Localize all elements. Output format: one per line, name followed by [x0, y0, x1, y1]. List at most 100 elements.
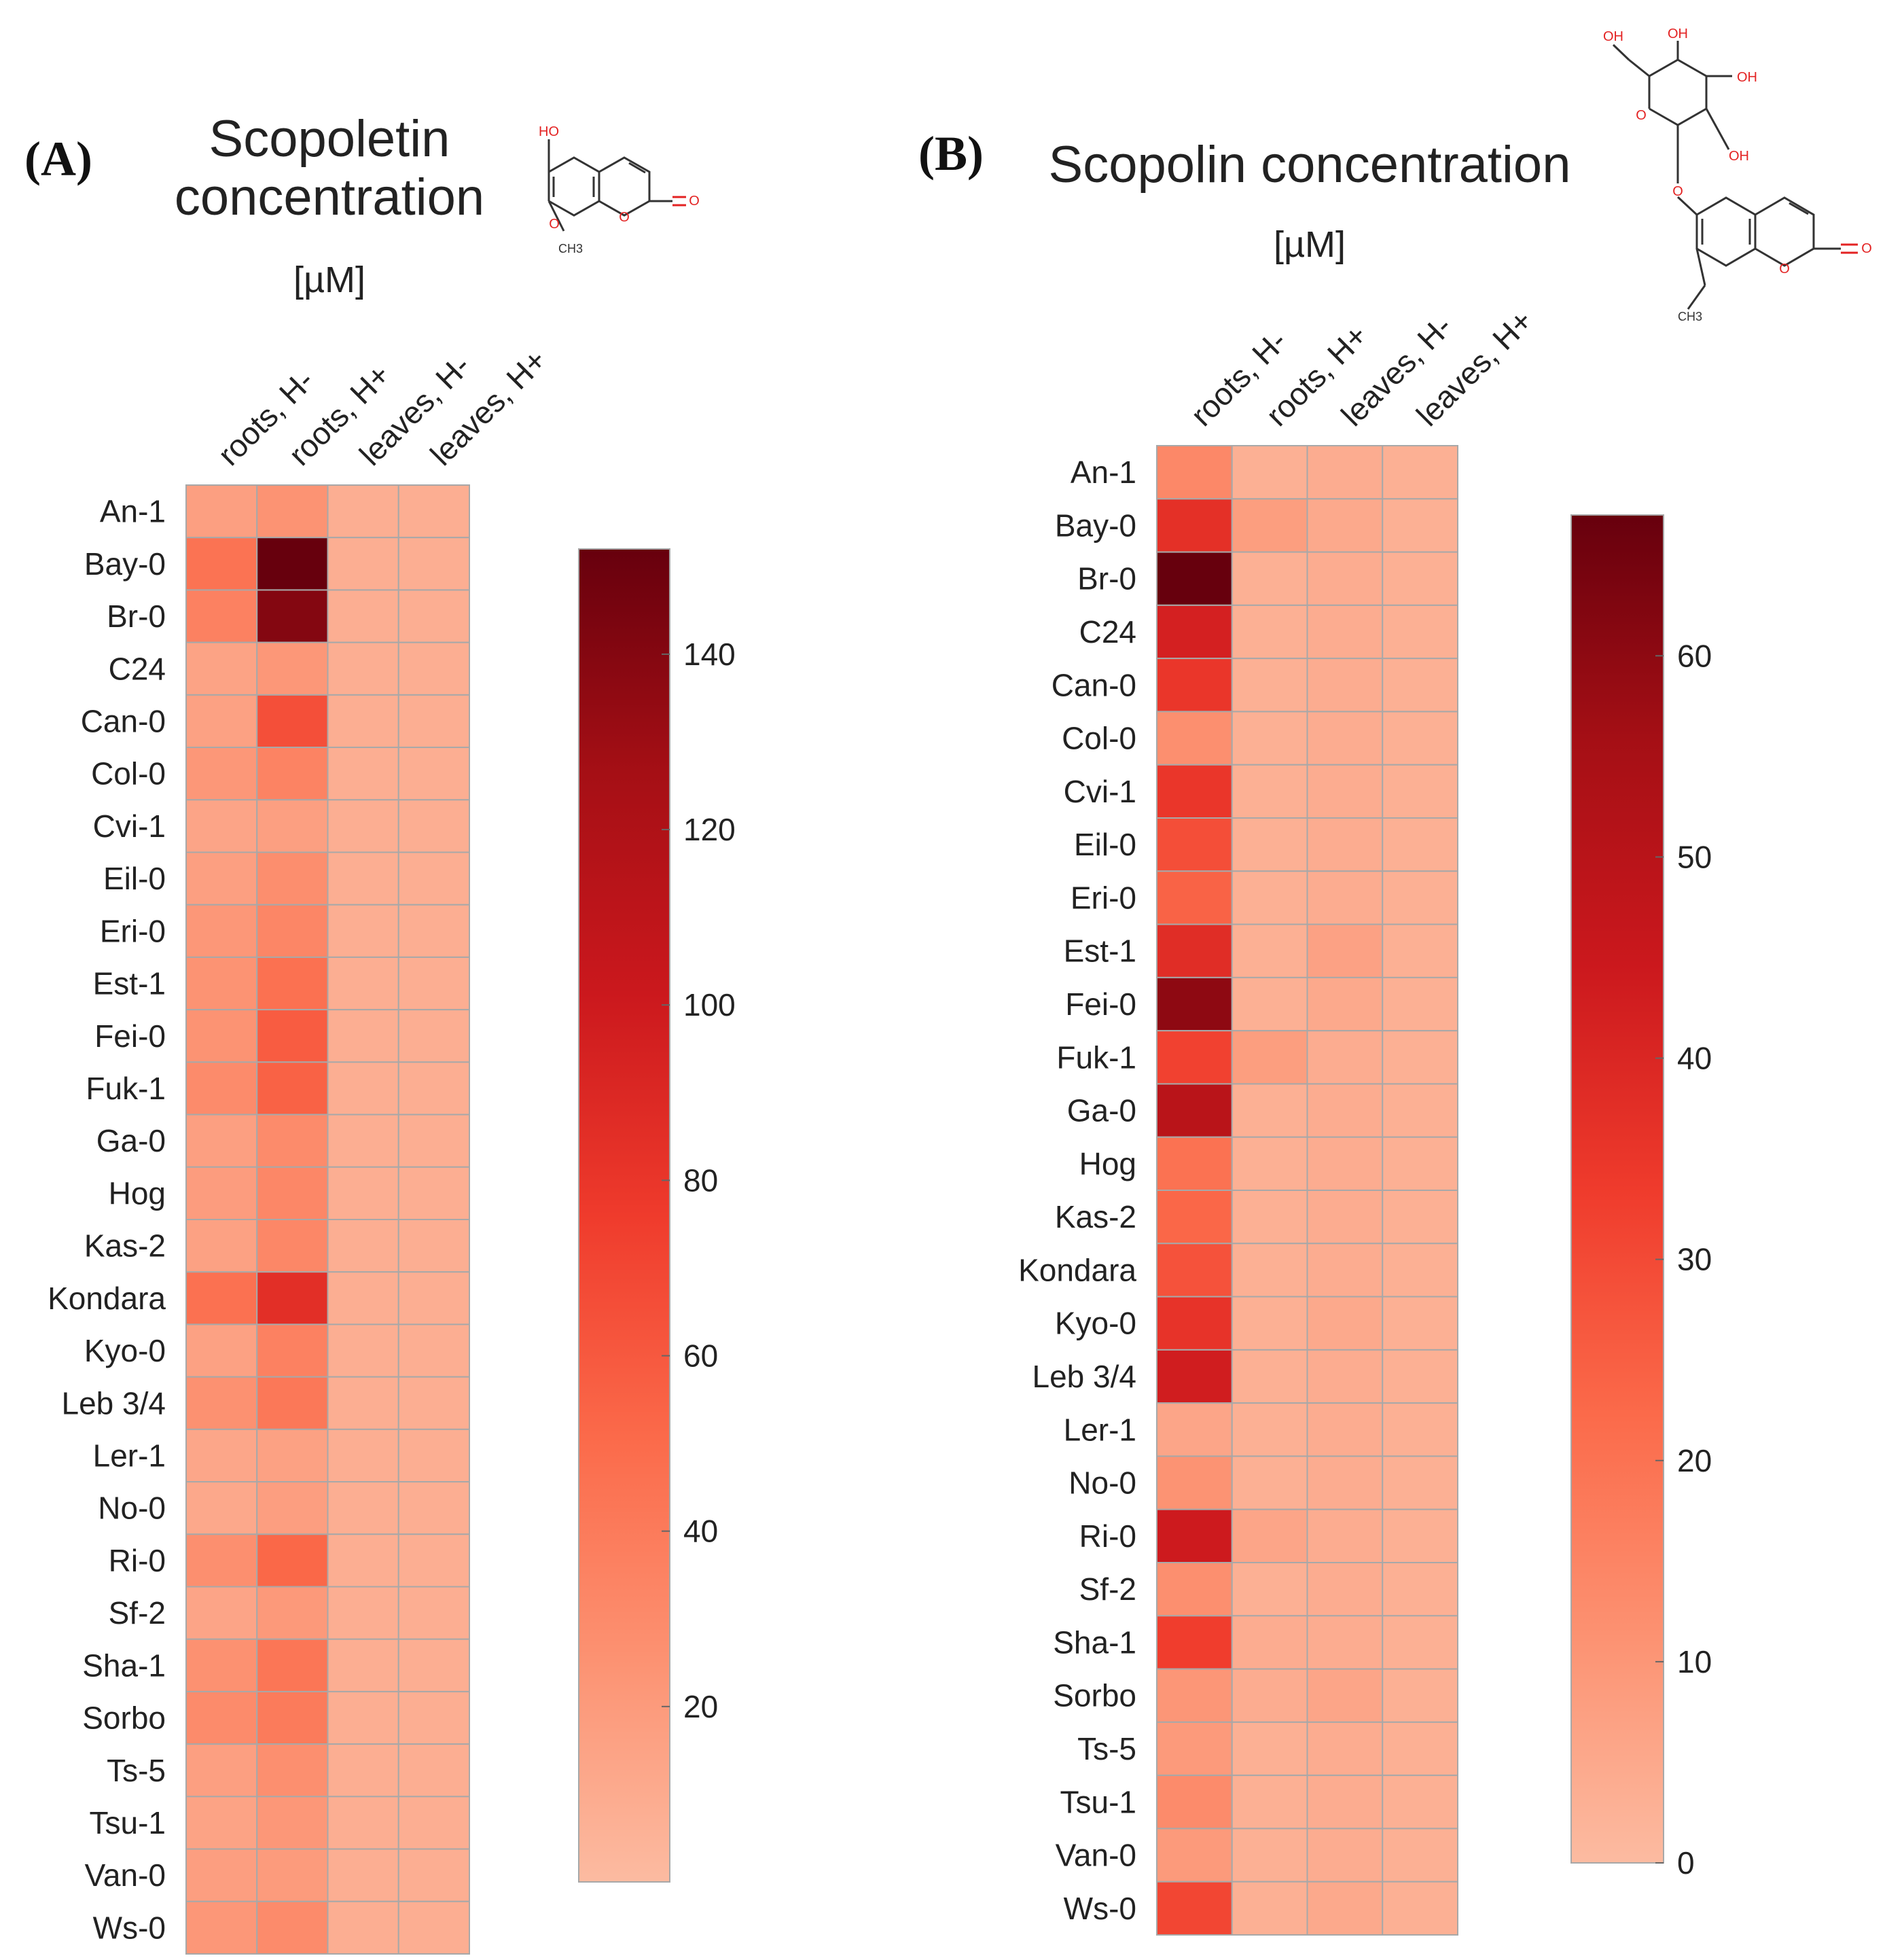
scopolin-label-oh-1: OH — [1603, 29, 1623, 44]
heatmap-cell — [1156, 1455, 1233, 1510]
row-label: No-0 — [98, 1491, 166, 1526]
heatmap-b: An-1 Bay-0 Br-0 C24 Can-0 Col-0 Cvi-1 Eil-0 Eri-… — [1018, 303, 1539, 1936]
heatmap-cell — [1382, 870, 1458, 925]
heatmap-cell — [1231, 1721, 1308, 1777]
scopoletin-label-o-carbonyl: O — [689, 194, 700, 209]
row-label: Eil-0 — [103, 861, 166, 896]
colorbar-tick-label: 50 — [1677, 839, 1712, 874]
heatmap-cell — [1382, 1562, 1458, 1617]
colorbar-tick-label: 10 — [1677, 1644, 1712, 1679]
heatmap-cell — [256, 1428, 329, 1483]
heatmap-cell — [185, 694, 258, 749]
heatmap-cell — [327, 1376, 399, 1430]
heatmap-cell — [1156, 1349, 1233, 1404]
scopolin-label-oh-3: OH — [1737, 70, 1757, 85]
heatmap-cell — [1382, 764, 1458, 819]
heatmap-cell — [327, 799, 399, 853]
heatmap-cell — [1382, 1083, 1458, 1138]
heatmap-cell — [1382, 976, 1458, 1032]
heatmap-cell — [1231, 1668, 1308, 1723]
heatmap-cell — [397, 1061, 470, 1116]
heatmap-cell — [1231, 764, 1308, 819]
colorbar-tick-label: 20 — [1677, 1443, 1712, 1478]
heatmap-cell — [1382, 817, 1458, 872]
heatmap-cell — [327, 956, 399, 1011]
heatmap-cell — [256, 956, 329, 1011]
heatmap-cell — [185, 1900, 258, 1955]
heatmap-cell — [327, 1271, 399, 1325]
heatmap-cell — [327, 1848, 399, 1902]
heatmap-cell — [1156, 1296, 1233, 1351]
heatmap-cell — [397, 1848, 470, 1902]
heatmap-cell — [1231, 1881, 1308, 1936]
heatmap-cell — [327, 1743, 399, 1798]
heatmap-cell — [1382, 1402, 1458, 1457]
row-label: Sha-1 — [1053, 1624, 1136, 1660]
heatmap-cell — [397, 1533, 470, 1588]
heatmap-cell — [1306, 1668, 1384, 1723]
row-label: No-0 — [1068, 1465, 1136, 1501]
heatmap-cell — [1231, 1296, 1308, 1351]
heatmap-cell — [397, 1323, 470, 1378]
heatmap-cell — [256, 1638, 329, 1692]
heatmap-cell — [185, 1586, 258, 1640]
row-label: Tsu-1 — [90, 1805, 166, 1840]
heatmap-cell — [327, 589, 399, 643]
heatmap-cell — [1231, 1508, 1308, 1564]
row-label: Sf-2 — [1079, 1571, 1136, 1607]
heatmap-cell — [1231, 1349, 1308, 1404]
heatmap-cell — [1156, 551, 1233, 606]
heatmap-cell — [1306, 1881, 1384, 1936]
heatmap-cell — [185, 1796, 258, 1850]
heatmap-cell — [1382, 1349, 1458, 1404]
heatmap-cell — [1156, 1828, 1233, 1883]
heatmap-cell — [1156, 1030, 1233, 1085]
heatmap-cell — [327, 1009, 399, 1063]
heatmap-a: An-1 Bay-0 Br-0 C24 Can-0 Col-0 Cvi-1 Eil-0 Eri-… — [48, 342, 554, 1955]
row-label: Ri-0 — [109, 1543, 166, 1578]
heatmap-cell — [185, 1271, 258, 1325]
scopolin-label-o-carbonyl: O — [1861, 241, 1872, 256]
heatmap-cell — [327, 1586, 399, 1640]
row-label: Br-0 — [1077, 561, 1136, 597]
heatmap-cell — [1231, 658, 1308, 713]
heatmap-cell — [1156, 764, 1233, 819]
heatmap-cell — [256, 1323, 329, 1378]
heatmap-cell — [1306, 1402, 1384, 1457]
heatmap-cell — [1306, 551, 1384, 606]
panel-a-label: (A) — [24, 132, 92, 186]
row-label: C24 — [109, 651, 166, 686]
heatmap-cell — [1382, 711, 1458, 766]
scopoletin-label-o-ring: O — [619, 210, 630, 225]
heatmap-cell — [185, 1376, 258, 1430]
row-label: Ri-0 — [1079, 1518, 1136, 1554]
heatmap-cell — [185, 1690, 258, 1745]
row-label: Kondara — [48, 1281, 166, 1316]
heatmap-cell — [185, 1166, 258, 1221]
heatmap-cell — [1306, 923, 1384, 978]
heatmap-cell — [1231, 976, 1308, 1032]
heatmap-cell — [256, 694, 329, 749]
heatmap-cell — [1231, 498, 1308, 553]
heatmap-cell — [1231, 551, 1308, 606]
scopolin-label-ch3: CH3 — [1678, 310, 1702, 323]
colorbar-tick-label: 60 — [1677, 638, 1712, 673]
heatmap-cell — [185, 1848, 258, 1902]
heatmap-cell — [397, 1114, 470, 1168]
heatmap-cell — [327, 1900, 399, 1955]
heatmap-cell — [1231, 1030, 1308, 1085]
heatmap-cell — [327, 694, 399, 749]
heatmap-cell — [327, 1219, 399, 1273]
row-label: Cvi-1 — [1064, 774, 1136, 809]
row-label: Kas-2 — [84, 1228, 166, 1264]
panel-b-unit: [µM] — [1274, 224, 1346, 265]
heatmap-cell — [1231, 1243, 1308, 1298]
scopolin-label-o-link: O — [1672, 184, 1683, 199]
row-label: Ws-0 — [1064, 1891, 1136, 1926]
row-label: An-1 — [100, 494, 166, 529]
heatmap-cell — [397, 1481, 470, 1535]
heatmap-cell — [256, 1848, 329, 1902]
heatmap-cell — [1306, 1349, 1384, 1404]
heatmap-cell — [1156, 604, 1233, 660]
scopoletin-label-o-methoxy: O — [549, 217, 560, 232]
